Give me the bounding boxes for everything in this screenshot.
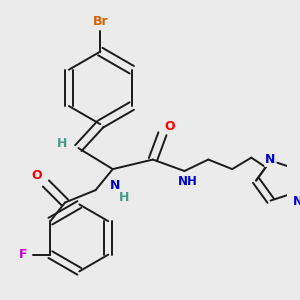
Text: O: O xyxy=(31,169,42,182)
Text: F: F xyxy=(19,248,28,261)
Text: N: N xyxy=(265,153,276,166)
Text: NH: NH xyxy=(178,175,198,188)
Text: H: H xyxy=(57,137,67,150)
Text: O: O xyxy=(165,120,176,133)
Text: N: N xyxy=(293,195,300,208)
Text: H: H xyxy=(119,191,129,204)
Text: Br: Br xyxy=(92,14,108,28)
Text: N: N xyxy=(110,179,120,192)
